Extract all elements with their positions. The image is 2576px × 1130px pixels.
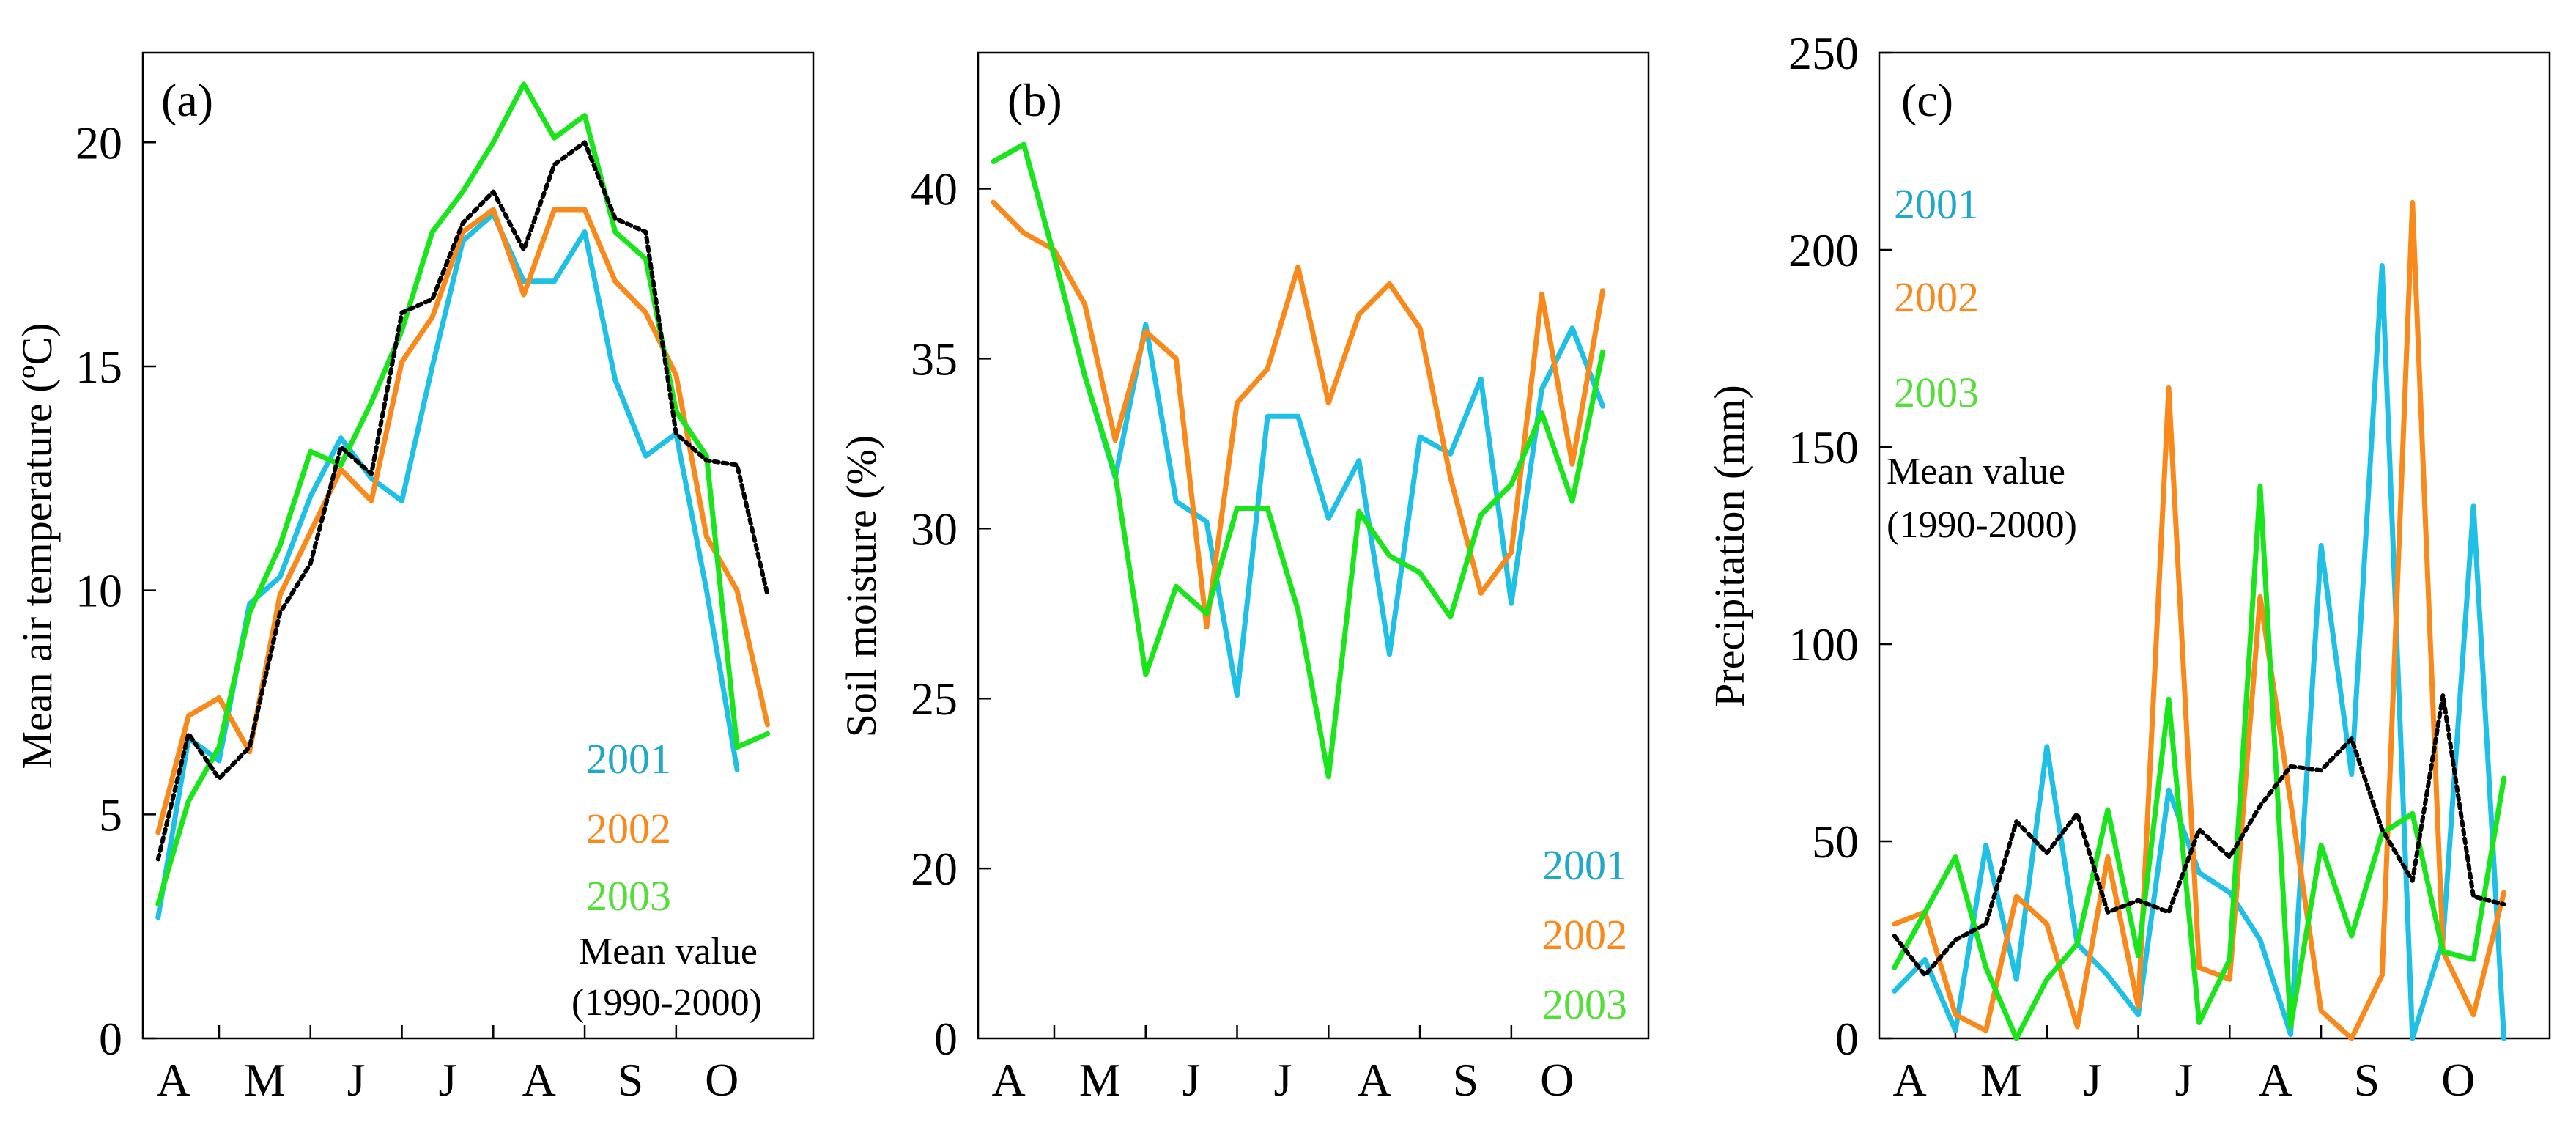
panel-b: (b) Soil moisture (%) 20 25 30 35 40 0 A M J J A S…: [837, 51, 1650, 1106]
panel-b-y-axis-label: Soil moisture (%): [837, 435, 885, 737]
y-tick-label: 100: [1788, 618, 1859, 671]
panel-a-label: (a): [161, 74, 213, 126]
panel-c-label: (c): [1901, 74, 1953, 126]
series-line-mean: [1892, 693, 2506, 978]
y-tick-label: 150: [1788, 421, 1859, 473]
x-tick-label: A: [991, 1054, 1025, 1106]
panel-b-frame: [977, 51, 1650, 1040]
panel-b-y-ticks: 20 25 30 35 40 0: [911, 163, 991, 1065]
legend-mean-period: (1990-2000): [1887, 504, 2077, 546]
x-tick-label: J: [2084, 1054, 2102, 1106]
y-tick-label: 5: [99, 789, 122, 841]
panel-b-legend: 2001 2002 2003: [1542, 841, 1627, 1028]
y-tick-label: 30: [911, 503, 958, 555]
panel-a-y-ticks: 0 5 10 15 20: [75, 117, 156, 1065]
series-line-2002: [155, 207, 771, 835]
y-tick-label: 40: [911, 163, 958, 215]
legend-2003: 2003: [586, 872, 671, 920]
y-tick-label: 0: [99, 1013, 122, 1065]
x-tick-label: S: [618, 1054, 644, 1106]
x-tick-label: J: [438, 1054, 456, 1106]
y-tick-label: 35: [911, 333, 958, 385]
y-tick-label: 15: [75, 341, 122, 393]
x-tick-label: A: [2259, 1054, 2292, 1106]
panel-a-legend: 2001 2002 2003 Mean value (1990-2000): [571, 735, 762, 1024]
legend-2001: 2001: [1894, 180, 1979, 228]
x-tick-label: O: [705, 1054, 739, 1106]
x-tick-label: M: [244, 1054, 286, 1106]
x-tick-label: O: [2441, 1054, 2475, 1106]
series-line-2002: [991, 199, 1606, 630]
legend-2002: 2002: [1542, 911, 1627, 959]
panel-a: (a) Mean air temperature (ºC) 0 5 10 15 20 A…: [13, 51, 815, 1106]
y-tick-label: 50: [1812, 816, 1859, 868]
y-tick-label: 25: [911, 673, 958, 725]
panel-c-y-axis-label: Precipitation (mm): [1706, 385, 1753, 707]
legend-2003: 2003: [1894, 369, 1979, 416]
legend-mean-value: Mean value: [1887, 451, 2065, 492]
panel-a-series: [155, 81, 771, 920]
y-tick-label: 10: [75, 565, 122, 617]
legend-mean-period: (1990-2000): [571, 982, 762, 1024]
x-tick-label: J: [1273, 1054, 1292, 1106]
panel-a-y-axis-label: Mean air temperature (ºC): [13, 323, 61, 769]
y-tick-label: 200: [1788, 224, 1859, 276]
y-tick-label: 0: [1835, 1013, 1859, 1065]
x-tick-label: M: [1079, 1054, 1121, 1106]
panel-b-series: [991, 141, 1606, 780]
panel-c-frame: [1878, 51, 2551, 1040]
x-tick-label: A: [156, 1054, 190, 1106]
series-line-2003: [155, 81, 771, 907]
legend-2002: 2002: [1894, 273, 1979, 321]
x-tick-label: S: [2354, 1054, 2380, 1106]
panel-c-y-ticks: 0 50 100 150 200 250: [1788, 27, 1892, 1065]
series-line-2003: [991, 141, 1606, 780]
panel-c-series: [1892, 199, 2507, 1041]
panel-c-legend: 2001 2002 2003 Mean value (1990-2000): [1887, 180, 2077, 546]
x-tick-label: S: [1453, 1054, 1479, 1106]
y-tick-label: 250: [1788, 27, 1859, 79]
x-tick-label: A: [1358, 1054, 1391, 1106]
panel-b-label: (b): [1007, 74, 1062, 126]
x-tick-label: M: [1980, 1054, 2022, 1106]
x-tick-label: J: [1182, 1054, 1201, 1106]
legend-2002: 2002: [586, 805, 671, 852]
x-tick-label: A: [522, 1054, 556, 1106]
legend-2003: 2003: [1542, 981, 1627, 1028]
x-tick-label: O: [1540, 1054, 1574, 1106]
series-line-2003: [1892, 484, 2507, 1041]
legend-2001: 2001: [586, 735, 671, 783]
x-tick-label: J: [347, 1054, 366, 1106]
x-tick-label: J: [2175, 1054, 2193, 1106]
series-line-mean: [155, 140, 770, 862]
panel-a-frame: [141, 51, 815, 1040]
legend-2001: 2001: [1542, 841, 1627, 889]
legend-mean-value: Mean value: [579, 931, 758, 972]
y-tick-label: 20: [911, 843, 958, 895]
y-tick-label: 0: [934, 1013, 958, 1065]
series-line-2002: [1892, 199, 2507, 1041]
y-tick-label: 20: [75, 117, 122, 169]
panel-c: (c) Precipitation (mm) 0 50 100 150 200 250 A…: [1706, 27, 2551, 1106]
x-tick-label: A: [1892, 1054, 1926, 1106]
